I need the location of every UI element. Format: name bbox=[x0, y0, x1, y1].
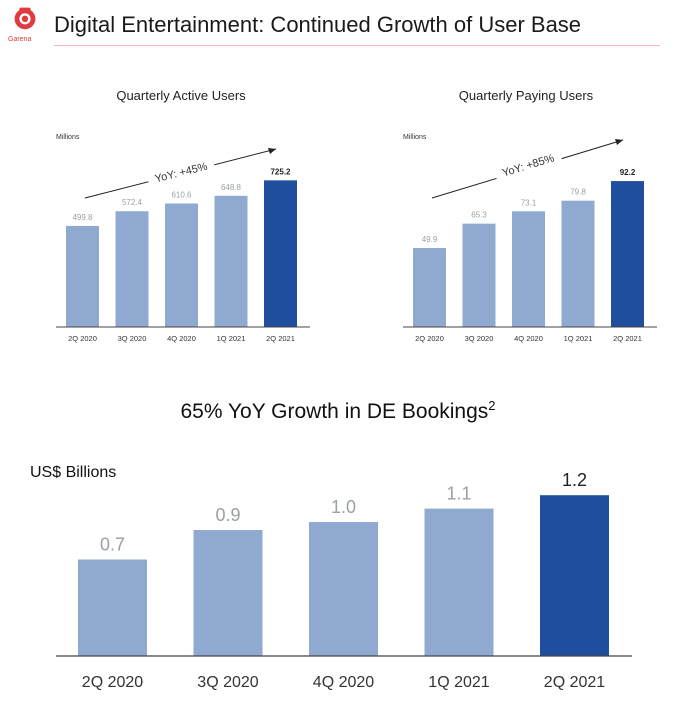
mau-chart: Quarterly Active Users Millions 499.8 2Q … bbox=[56, 88, 310, 343]
mau-bar-2 bbox=[115, 211, 149, 327]
page-title: Digital Entertainment: Continued Growth … bbox=[54, 12, 582, 37]
garena-logo-icon bbox=[14, 7, 36, 30]
bookings-value-label-3: 1.0 bbox=[331, 497, 356, 517]
mpu-bar-2 bbox=[462, 223, 496, 327]
mpu-yoy-bg bbox=[493, 148, 563, 182]
mau-bars: 499.8 2Q 2020 572.4 3Q 2020 610.6 4Q 2020 648.… bbox=[66, 167, 297, 343]
bookings-bar-1 bbox=[78, 559, 147, 656]
bookings-tick-label-5: 2Q 2021 bbox=[544, 674, 605, 691]
mpu-value-label-5: 92.2 bbox=[620, 168, 636, 177]
bookings-bar-4 bbox=[424, 508, 494, 656]
bookings-bars: 0.7 2Q 2020 0.9 3Q 2020 1.0 4Q 2020 1.1 1Q 2021… bbox=[78, 470, 609, 691]
mau-value-label-5: 725.2 bbox=[270, 167, 291, 176]
mpu-tick-label-2: 3Q 2020 bbox=[465, 334, 494, 343]
bookings-bar-2 bbox=[193, 530, 263, 656]
bookings-title-footnote: 2 bbox=[488, 398, 495, 413]
mau-arrowhead-icon bbox=[268, 148, 276, 154]
mau-bar-5 bbox=[264, 180, 297, 327]
mpu-bar-4 bbox=[561, 200, 595, 327]
mau-tick-label-5: 2Q 2021 bbox=[266, 334, 295, 343]
mau-chart-title: Quarterly Active Users bbox=[116, 88, 246, 103]
mpu-chart-title: Quarterly Paying Users bbox=[459, 88, 594, 103]
mau-tick-label-3: 4Q 2020 bbox=[167, 334, 196, 343]
title-divider bbox=[54, 45, 660, 46]
bookings-tick-label-2: 3Q 2020 bbox=[197, 674, 258, 691]
bookings-chart-title: 65% YoY Growth in DE Bookings2 bbox=[180, 398, 495, 423]
mau-value-label-2: 572.4 bbox=[122, 198, 143, 207]
mpu-value-label-3: 73.1 bbox=[521, 198, 537, 207]
mpu-bar-3 bbox=[512, 211, 545, 327]
mau-value-label-3: 610.6 bbox=[171, 191, 192, 200]
mau-yoy-label: YoY: +45% bbox=[154, 161, 209, 186]
mau-tick-label-2: 3Q 2020 bbox=[118, 334, 147, 343]
mpu-arrowhead-icon bbox=[615, 139, 623, 145]
mau-units-label: Millions bbox=[56, 134, 80, 141]
mpu-units-label: Millions bbox=[403, 134, 427, 141]
mau-value-label-1: 499.8 bbox=[72, 213, 93, 222]
logo-text: Garena bbox=[8, 36, 32, 43]
mpu-chart: Quarterly Paying Users Millions 49.9 2Q 2… bbox=[403, 88, 657, 343]
bookings-title-text: 65% YoY Growth in DE Bookings bbox=[180, 400, 488, 423]
bookings-tick-label-3: 4Q 2020 bbox=[313, 674, 374, 691]
mpu-tick-label-1: 2Q 2020 bbox=[415, 334, 444, 343]
mpu-bar-5 bbox=[611, 181, 644, 327]
mpu-tick-label-3: 4Q 2020 bbox=[514, 334, 543, 343]
mau-tick-label-1: 2Q 2020 bbox=[68, 334, 97, 343]
mpu-bar-1 bbox=[413, 248, 446, 327]
bookings-bar-5 bbox=[540, 495, 609, 656]
mau-yoy-bg bbox=[146, 156, 216, 188]
mpu-yoy-label: YoY: +85% bbox=[501, 152, 556, 179]
bookings-value-label-4: 1.1 bbox=[446, 484, 471, 504]
mpu-tick-label-4: 1Q 2021 bbox=[564, 334, 593, 343]
bookings-tick-label-4: 1Q 2021 bbox=[428, 674, 489, 691]
mau-tick-label-4: 1Q 2021 bbox=[217, 334, 246, 343]
mpu-value-label-2: 65.3 bbox=[471, 211, 487, 220]
bookings-tick-label-1: 2Q 2020 bbox=[82, 674, 143, 691]
mau-value-label-4: 648.8 bbox=[221, 183, 242, 192]
mau-bar-1 bbox=[66, 225, 99, 327]
bookings-value-label-1: 0.7 bbox=[100, 535, 125, 555]
mpu-tick-label-5: 2Q 2021 bbox=[613, 334, 642, 343]
mau-bar-4 bbox=[214, 195, 248, 327]
bookings-chart: 65% YoY Growth in DE Bookings2 US$ Billi… bbox=[30, 398, 632, 691]
bookings-value-label-2: 0.9 bbox=[215, 505, 240, 525]
mpu-bars: 49.9 2Q 2020 65.3 3Q 2020 73.1 4Q 2020 79.8 1Q … bbox=[413, 168, 644, 343]
mpu-value-label-1: 49.9 bbox=[422, 235, 438, 244]
page-header: Garena Digital Entertainment: Continued … bbox=[0, 0, 676, 50]
mau-bar-3 bbox=[165, 203, 198, 327]
mpu-value-label-4: 79.8 bbox=[570, 188, 586, 197]
bookings-value-label-5: 1.2 bbox=[562, 470, 587, 490]
bookings-units-label: US$ Billions bbox=[30, 464, 116, 481]
bookings-bar-3 bbox=[309, 522, 378, 656]
